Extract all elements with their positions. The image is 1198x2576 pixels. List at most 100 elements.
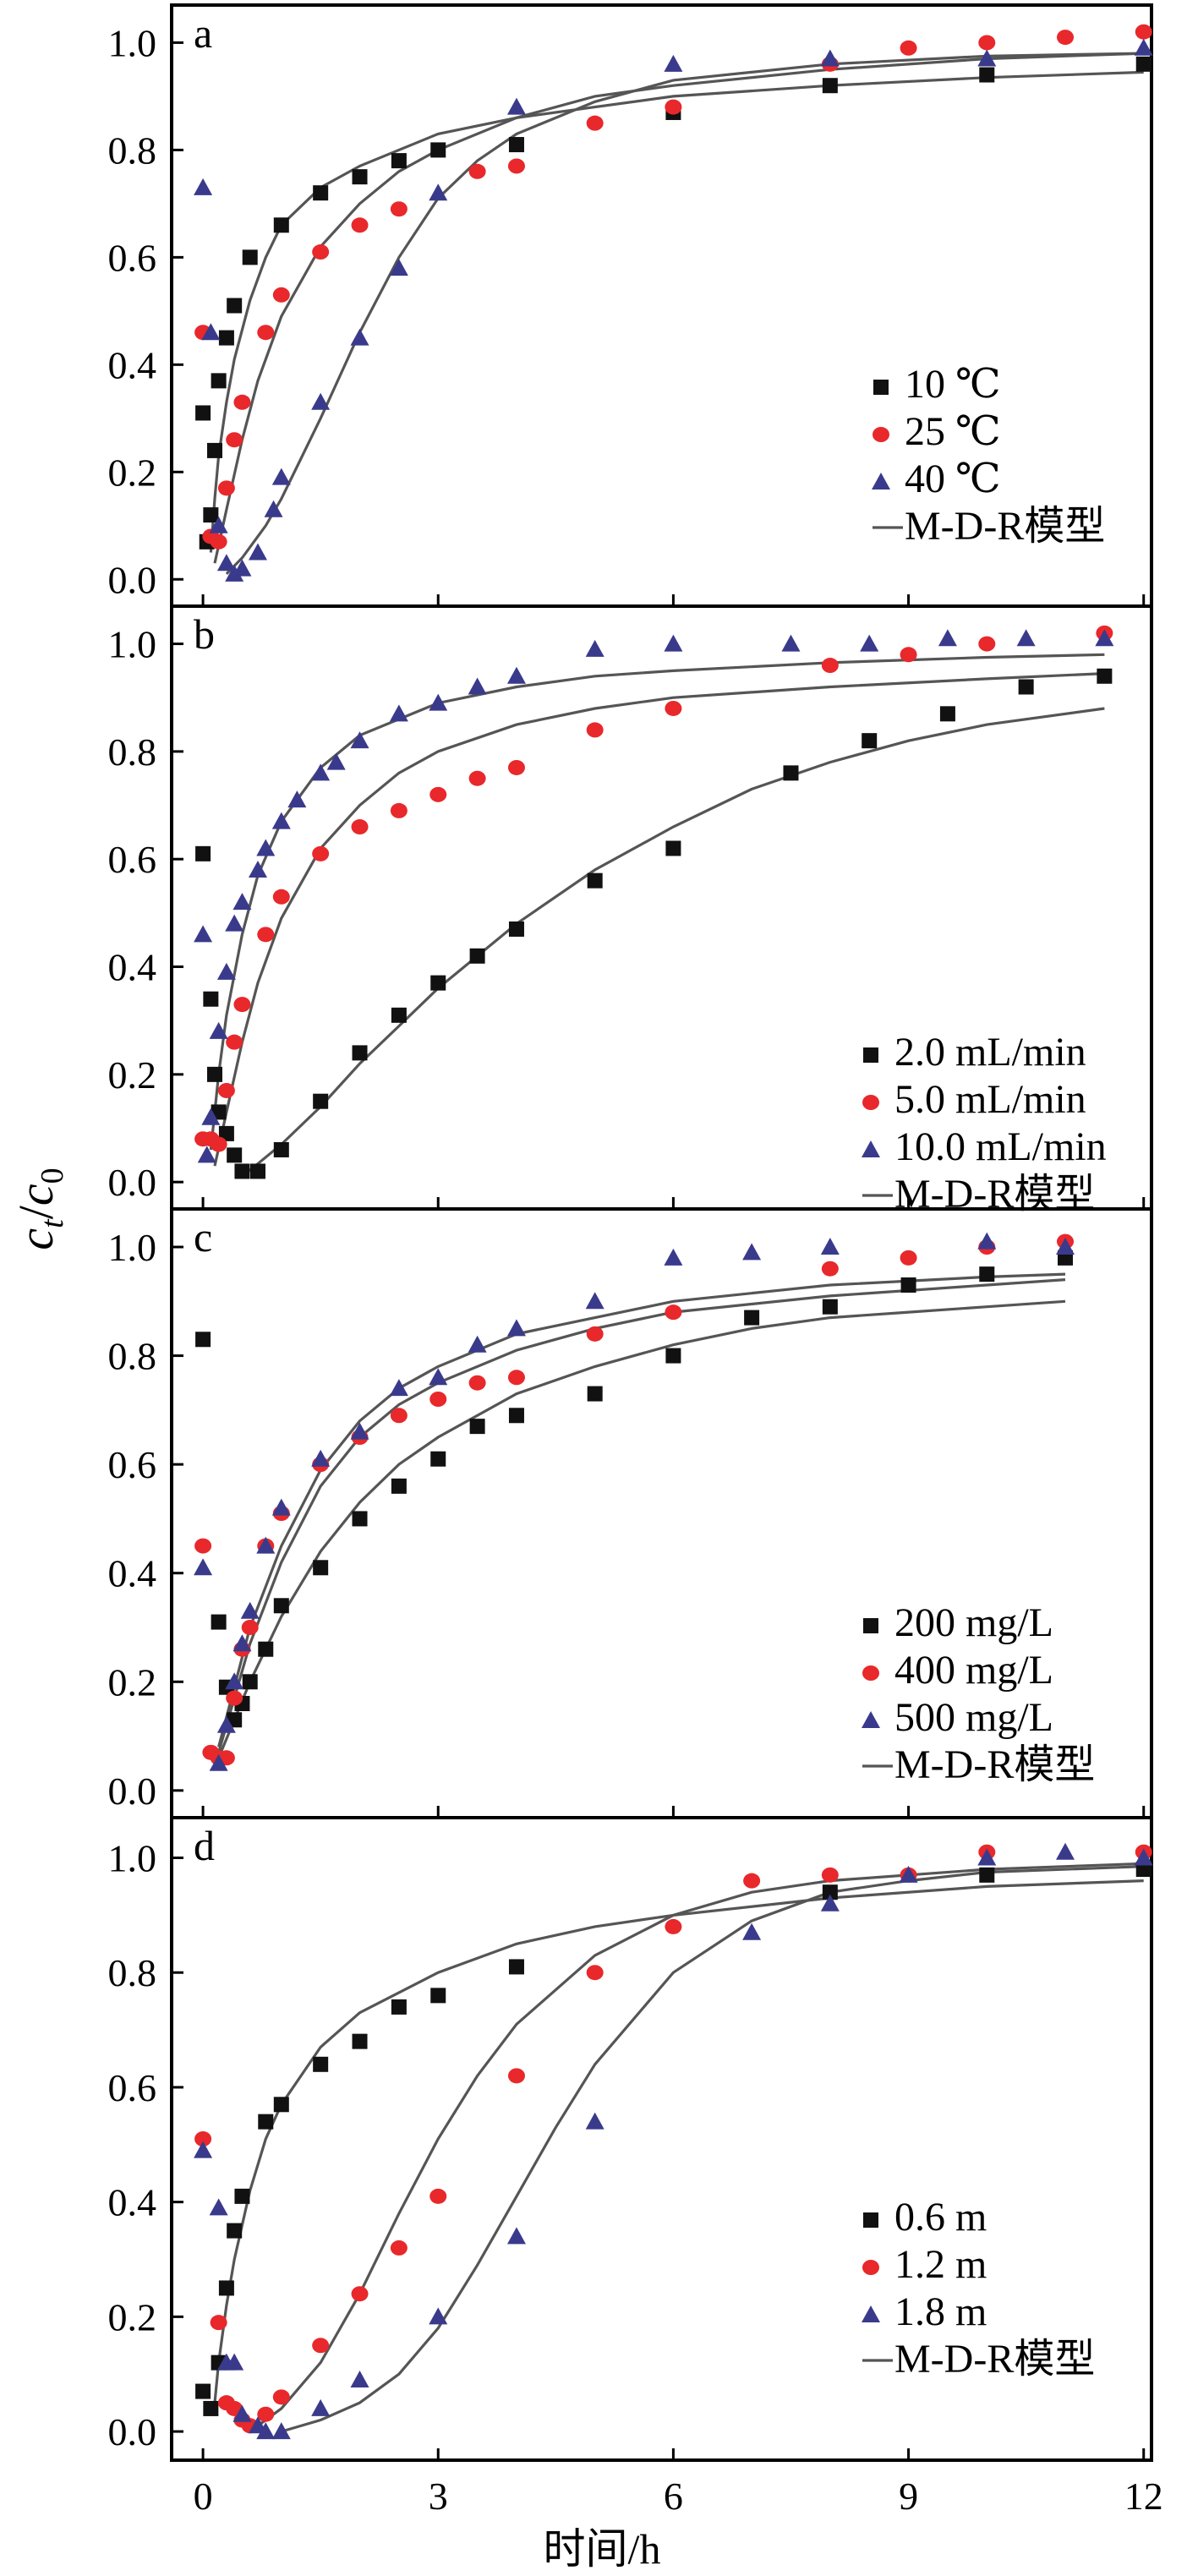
data-point <box>977 1232 997 1250</box>
data-point <box>977 1848 997 1866</box>
data-point <box>258 2114 274 2130</box>
data-point <box>585 1292 604 1310</box>
data-point <box>430 142 446 158</box>
data-point <box>201 323 221 341</box>
data-point <box>507 158 525 174</box>
data-point <box>1056 1842 1075 1860</box>
y-tick-label: 0.0 <box>108 2410 157 2453</box>
data-point <box>665 1918 682 1934</box>
legend-marker <box>862 1095 879 1110</box>
y-tick-label: 1.0 <box>108 1837 157 1880</box>
data-point <box>665 840 681 856</box>
series-3 <box>194 1842 1153 2440</box>
legend-marker <box>872 473 890 489</box>
y-axis-label-slash: / <box>8 1205 63 1219</box>
data-point <box>900 1277 916 1293</box>
data-point <box>232 1634 252 1652</box>
data-point <box>203 991 219 1007</box>
data-point <box>258 1641 274 1657</box>
data-point <box>227 298 243 314</box>
data-point <box>822 1884 838 1901</box>
x-axis: 0 3 6 9 12 <box>194 2475 1163 2518</box>
data-point <box>195 2383 211 2399</box>
data-point <box>1134 1848 1153 1866</box>
data-point <box>264 500 283 517</box>
data-point <box>469 948 485 964</box>
data-point <box>194 2131 212 2147</box>
data-point <box>506 2227 526 2245</box>
fit-curve-3 <box>281 1865 1144 2433</box>
y-tick-label: 0.8 <box>108 730 157 774</box>
data-point <box>273 1141 289 1157</box>
data-point <box>822 78 838 94</box>
data-point <box>586 1965 604 1981</box>
data-point <box>240 1601 260 1619</box>
data-point <box>429 1392 447 1407</box>
data-point <box>821 658 839 674</box>
data-point <box>272 889 290 905</box>
data-point <box>211 1614 227 1630</box>
data-point <box>194 2141 213 2158</box>
data-point <box>587 1386 603 1402</box>
data-point <box>586 115 604 131</box>
data-point <box>216 1715 236 1733</box>
panel-a: 0.0 0.2 0.4 0.6 0.8 1.0 a 10 ℃25 ℃40 ℃M-D-R模型 <box>108 3 1153 608</box>
data-point <box>469 1419 485 1435</box>
panel-label: b <box>194 610 215 658</box>
series-3 <box>194 1232 1075 1771</box>
data-point <box>430 975 446 991</box>
data-point <box>977 49 997 67</box>
data-point <box>979 1867 995 1883</box>
data-point <box>206 442 222 458</box>
data-point <box>391 1007 407 1023</box>
data-point <box>429 2188 447 2204</box>
y-tick-label: 0.6 <box>108 236 157 279</box>
data-point <box>390 1408 408 1424</box>
legend-label: 5.0 mL/min <box>894 1077 1086 1122</box>
data-point <box>390 2240 408 2256</box>
data-point <box>1135 1862 1152 1878</box>
data-point <box>256 1536 276 1554</box>
data-point <box>226 1690 243 1706</box>
data-point <box>468 770 486 786</box>
data-point <box>586 1326 604 1342</box>
data-point <box>273 1598 289 1614</box>
data-point <box>821 1261 839 1277</box>
data-point <box>350 731 369 749</box>
data-point <box>209 516 228 533</box>
data-point <box>742 1243 762 1261</box>
panel-label: d <box>194 1822 215 1869</box>
legend-label: 1.8 m <box>894 2289 987 2334</box>
legend-label: 2.0 mL/min <box>894 1030 1086 1075</box>
data-point <box>506 97 526 115</box>
data-point <box>507 759 525 775</box>
data-point <box>468 677 487 695</box>
data-point <box>585 2112 604 2130</box>
data-point <box>203 2400 219 2416</box>
data-point <box>587 872 603 889</box>
data-point <box>271 2422 291 2440</box>
legend-label: 25 ℃ <box>905 409 1001 454</box>
y-axis-label-sub-0: 0 <box>35 1168 70 1184</box>
data-point <box>194 1558 213 1576</box>
y-axis-label-sub-t: t <box>35 1218 70 1228</box>
data-point <box>665 1348 681 1364</box>
data-point <box>313 185 329 201</box>
data-point <box>783 765 799 781</box>
y-tick-label: 0.2 <box>108 1660 157 1704</box>
fit-curve-1 <box>213 1879 1144 2404</box>
data-point <box>939 706 955 722</box>
data-point <box>468 163 486 179</box>
data-point <box>743 1873 761 1889</box>
legend-label: 1.2 m <box>894 2242 987 2287</box>
data-point <box>1057 30 1075 46</box>
data-point <box>234 1163 250 1179</box>
data-point <box>218 1125 234 1141</box>
data-point <box>226 1034 243 1050</box>
legend-marker <box>862 1711 880 1728</box>
data-point <box>821 1867 839 1883</box>
data-point <box>665 700 682 716</box>
